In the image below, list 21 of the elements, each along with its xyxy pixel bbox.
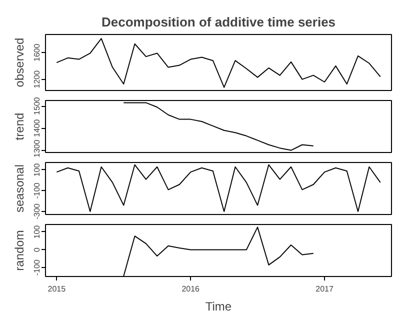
- y-tick-label: 1500: [32, 96, 42, 115]
- line-series: [56, 38, 381, 88]
- y-tick-label: 1600: [32, 43, 42, 62]
- x-tick-label: 2017: [316, 284, 334, 294]
- y-axis-title: seasonal: [12, 164, 26, 213]
- y-tick-label: 1200: [32, 70, 42, 88]
- x-tick-label: 2016: [182, 284, 200, 294]
- y-tick-label: -300: [32, 202, 42, 220]
- chart-title: Decomposition of additive time series: [101, 14, 336, 30]
- y-axis-title: random: [12, 230, 26, 271]
- y-tick-label: 1300: [32, 139, 42, 158]
- y-axis-title: trend: [12, 112, 26, 140]
- y-axis-title: observed: [12, 38, 26, 88]
- y-tick-label: -100: [32, 259, 42, 276]
- x-tick-label: 2015: [48, 284, 66, 294]
- y-tick-label: 100: [32, 224, 42, 239]
- y-tick-label: -100: [32, 182, 42, 199]
- x-axis-title: Time: [205, 300, 232, 314]
- y-tick-label: 1400: [32, 118, 42, 138]
- y-tick-label: 0: [32, 247, 42, 252]
- y-tick-label: 100: [32, 162, 42, 177]
